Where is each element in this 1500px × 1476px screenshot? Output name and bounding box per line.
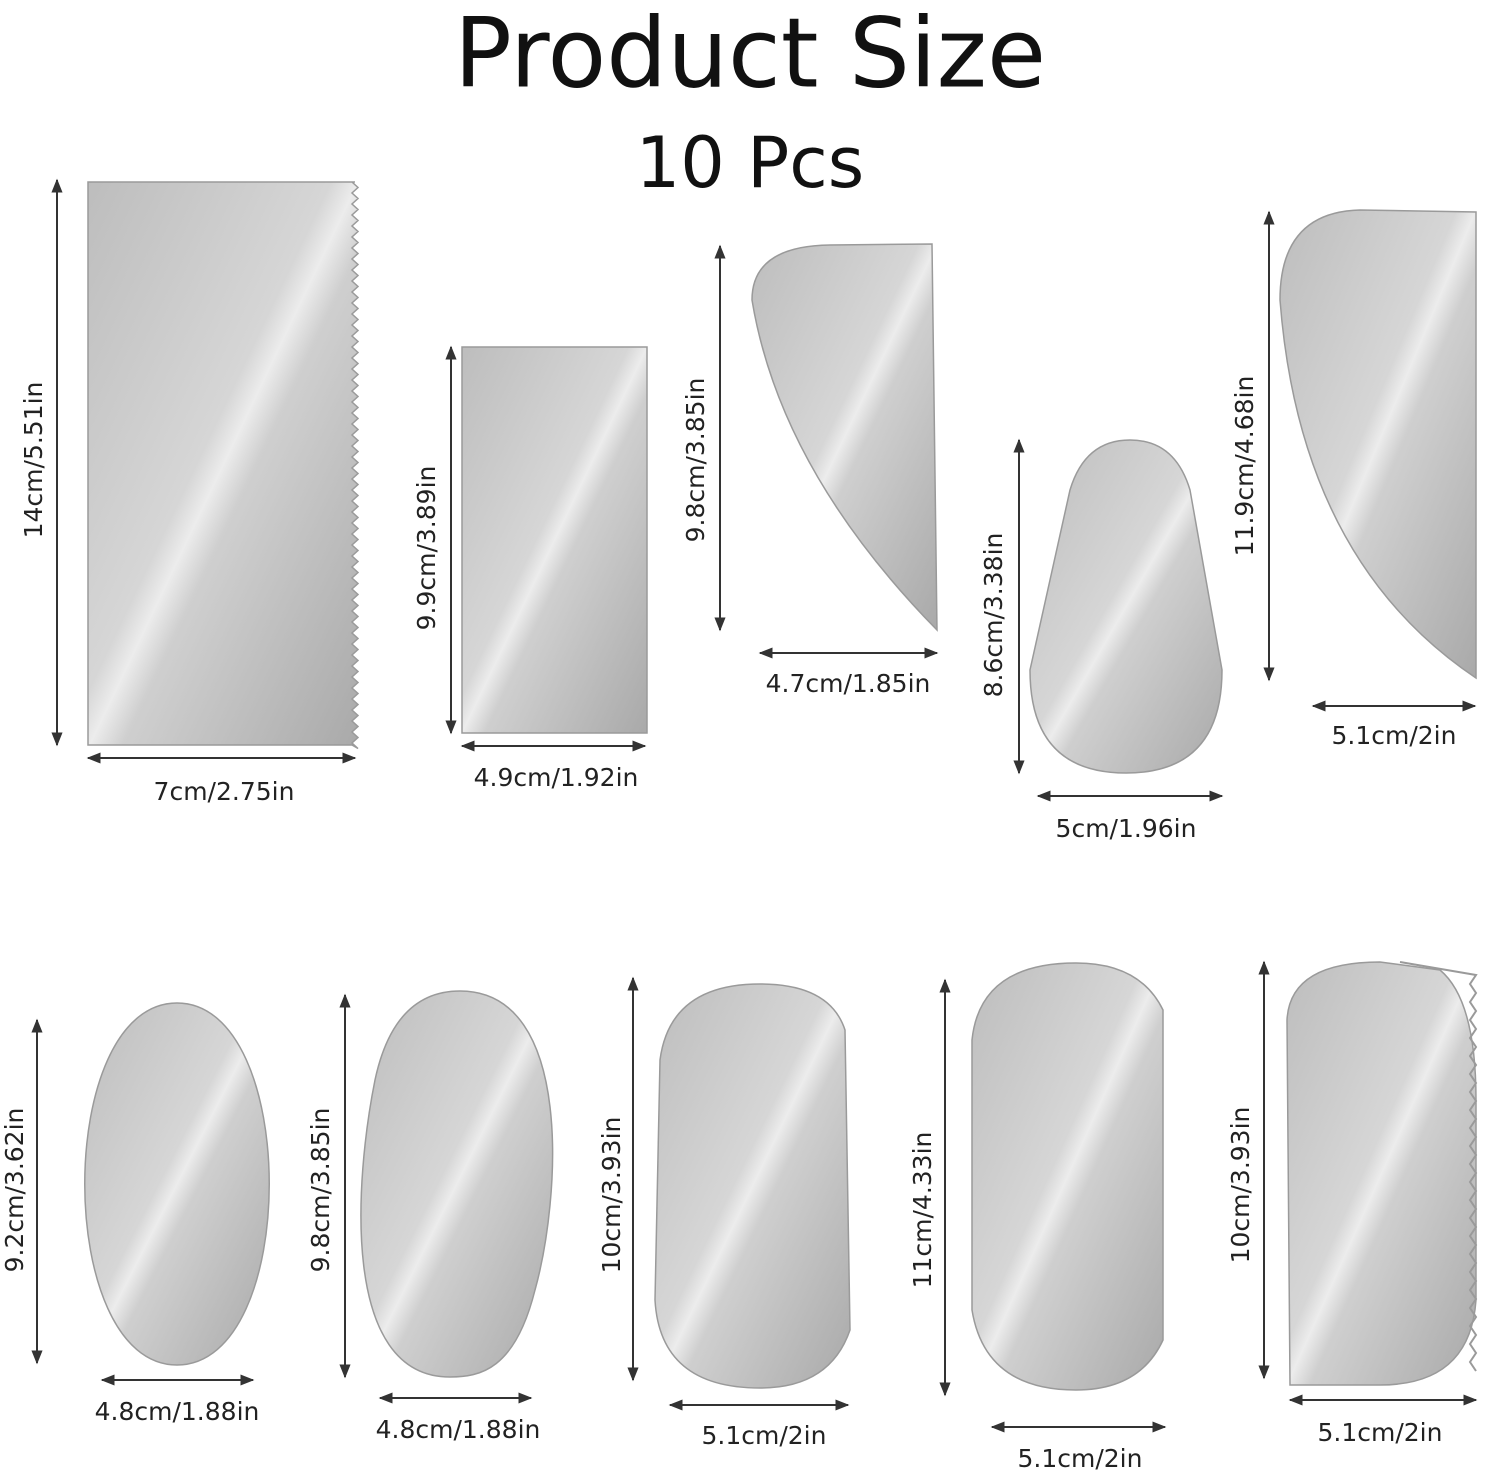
scraper-shape (751, 243, 938, 632)
scraper-shape (971, 962, 1164, 1391)
height-label: 10cm/3.93in (1226, 1107, 1255, 1264)
scraper-shape (461, 346, 648, 734)
title: Product Size (454, 0, 1046, 109)
scraper-shape (654, 983, 851, 1389)
width-label: 4.8cm/1.88in (376, 1415, 541, 1444)
width-label: 5cm/1.96in (1056, 814, 1197, 843)
width-label: 5.1cm/2in (1318, 1418, 1443, 1447)
width-label: 4.8cm/1.88in (95, 1397, 260, 1426)
serration (1399, 961, 1478, 1372)
height-label: 9.8cm/3.85in (681, 378, 710, 543)
width-label: 4.7cm/1.85in (766, 669, 931, 698)
scraper-shape (360, 990, 554, 1378)
width-label: 5.1cm/2in (1332, 721, 1457, 750)
width-label: 5.1cm/2in (1018, 1444, 1143, 1473)
height-label: 14cm/5.51in (19, 382, 48, 539)
scraper-shape (84, 1002, 270, 1366)
width-label: 4.9cm/1.92in (474, 763, 639, 792)
width-label: 7cm/2.75in (154, 777, 295, 806)
height-label: 11cm/4.33in (908, 1132, 937, 1289)
scraper-shape (1286, 961, 1477, 1386)
height-label: 9.8cm/3.85in (306, 1108, 335, 1273)
height-label: 8.6cm/3.38in (979, 533, 1008, 698)
height-label: 11.9cm/4.68in (1230, 376, 1259, 557)
scraper-shape (1279, 209, 1477, 680)
height-label: 10cm/3.93in (597, 1117, 626, 1274)
height-label: 9.9cm/3.89in (412, 466, 441, 631)
items: 14cm/5.51in 7cm/2.75in 9.9cm/3.89in 4.9cm/1… (0, 178, 1478, 1473)
height-label: 9.2cm/3.62in (0, 1108, 29, 1273)
scraper-shape (87, 181, 360, 750)
width-label: 5.1cm/2in (702, 1421, 827, 1450)
subtitle: 10 Pcs (636, 122, 865, 204)
scraper-shape (1029, 439, 1223, 774)
